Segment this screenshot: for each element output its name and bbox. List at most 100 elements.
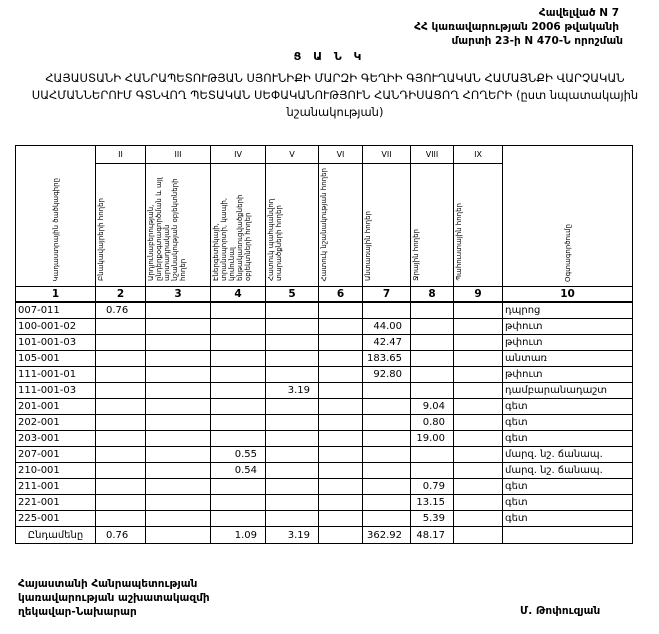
table-row: 221-001 13.15 գետ [15, 494, 633, 511]
area-cell [453, 494, 503, 511]
area-cell [453, 462, 503, 479]
area-cell [210, 398, 266, 415]
area-cell [210, 510, 266, 527]
cadastral-code-cell: 101-001-03 [15, 334, 96, 351]
area-cell [145, 462, 211, 479]
cadastral-code-cell: 100-001-02 [15, 318, 96, 335]
area-cell: 0.76 [95, 301, 146, 319]
area-cell [210, 478, 266, 495]
area-cell [318, 414, 363, 431]
area-cell [265, 478, 319, 495]
area-cell [145, 301, 211, 319]
area-cell [210, 350, 266, 367]
area-cell [362, 382, 411, 399]
usage-cell [502, 526, 633, 544]
table-row: 203-001 19.00 գետ [15, 430, 633, 447]
usage-cell: գետ [502, 414, 633, 431]
area-cell: 48.17 [410, 526, 454, 544]
column-number-cell: 5 [265, 286, 319, 303]
area-cell [265, 462, 319, 479]
area-cell [453, 382, 503, 399]
table-row: 210-001 0.54 մարզ. նշ. ճանապ. [15, 462, 633, 479]
area-cell: 0.79 [410, 478, 454, 495]
roman-cell: II [95, 145, 146, 164]
area-cell: 5.39 [410, 510, 454, 527]
document-heading: Ց Ա Ն Կ [293, 50, 366, 63]
usage-cell: գետ [502, 430, 633, 447]
usage-cell: մարզ. նշ. ճանապ. [502, 462, 633, 479]
header-cell: Բնակավայրերի հողեր [95, 163, 146, 287]
appendix-reference: Հավելված N 7 ՀՀ կառավարության 2006 թվակա… [414, 6, 623, 48]
area-cell [95, 350, 146, 367]
header-cell: Արդյունաբերության, ընդերքօգտագործման և ա… [145, 163, 211, 287]
table-row: 100-001-02 44.00 թփուտ [15, 318, 633, 335]
table-row: 201-001 9.04 գետ [15, 398, 633, 415]
area-cell [145, 430, 211, 447]
area-cell [318, 301, 363, 319]
area-cell [318, 510, 363, 527]
area-cell [410, 301, 454, 319]
area-cell [362, 414, 411, 431]
cadastral-code-cell: 007-011 [15, 301, 96, 319]
area-cell [145, 398, 211, 415]
table-row: 202-001 0.80 գետ [15, 414, 633, 431]
table-row: 207-001 0.55 մարզ. նշ. ճանապ. [15, 446, 633, 463]
area-cell [95, 446, 146, 463]
area-cell [210, 366, 266, 383]
cadastral-code-cell: 105-001 [15, 350, 96, 367]
column-number-cell: 6 [318, 286, 363, 303]
area-cell: 44.00 [362, 318, 411, 335]
area-cell [95, 382, 146, 399]
area-cell [95, 318, 146, 335]
area-cell [318, 462, 363, 479]
area-cell [95, 398, 146, 415]
area-cell [145, 494, 211, 511]
roman-cell: VIII [410, 145, 454, 164]
column-number-cell: 9 [453, 286, 503, 303]
area-cell [95, 414, 146, 431]
header-row: Բնակավայրերի հողեր Արդյունաբերության, ըն… [16, 163, 633, 287]
area-cell [145, 478, 211, 495]
roman-cell: V [265, 145, 319, 164]
area-cell: 183.65 [362, 350, 411, 367]
table-row: 211-001 0.79 գետ [15, 478, 633, 495]
area-cell [453, 366, 503, 383]
area-cell: 42.47 [362, 334, 411, 351]
area-cell: 0.76 [95, 526, 146, 544]
cadastral-code-cell: 202-001 [15, 414, 96, 431]
area-cell [210, 430, 266, 447]
column-number-cell: 2 [95, 286, 146, 303]
usage-cell: գետ [502, 494, 633, 511]
roman-cell: IV [210, 145, 266, 164]
area-cell [265, 350, 319, 367]
column-number-cell: 3 [145, 286, 211, 303]
area-cell [210, 334, 266, 351]
table-row: 101-001-03 42.47 թփուտ [15, 334, 633, 351]
area-cell [265, 398, 319, 415]
area-cell [410, 446, 454, 463]
area-cell [145, 334, 211, 351]
area-cell [362, 462, 411, 479]
area-cell [265, 414, 319, 431]
footer-line-1: Հայաստանի Հանրապետության [18, 578, 198, 590]
cadastral-code-cell: 201-001 [15, 398, 96, 415]
area-cell: 9.04 [410, 398, 454, 415]
area-cell [95, 510, 146, 527]
area-cell [318, 446, 363, 463]
area-cell [318, 382, 363, 399]
area-cell: 0.80 [410, 414, 454, 431]
area-cell [145, 350, 211, 367]
table-row: 111-001-03 3.19 դամբարանադաշտ [15, 382, 633, 399]
roman-cell: VII [362, 145, 411, 164]
area-cell [453, 430, 503, 447]
area-cell [145, 446, 211, 463]
area-cell [145, 526, 211, 544]
area-cell [362, 301, 411, 319]
signatory-name: Մ. Թոփուզյան [520, 605, 601, 617]
roman-header-row: Կադաստրային ծածկագիրը II III IV V VI VII… [15, 145, 633, 287]
total-row: Ընդամենը 0.76 1.09 3.19 362.92 48.17 [15, 526, 633, 544]
area-cell [145, 382, 211, 399]
cadastral-code-cell: 207-001 [15, 446, 96, 463]
table-row: 225-001 5.39 գետ [15, 510, 633, 527]
appendix-line-2: ՀՀ կառավարության 2006 թվականի [414, 21, 619, 33]
